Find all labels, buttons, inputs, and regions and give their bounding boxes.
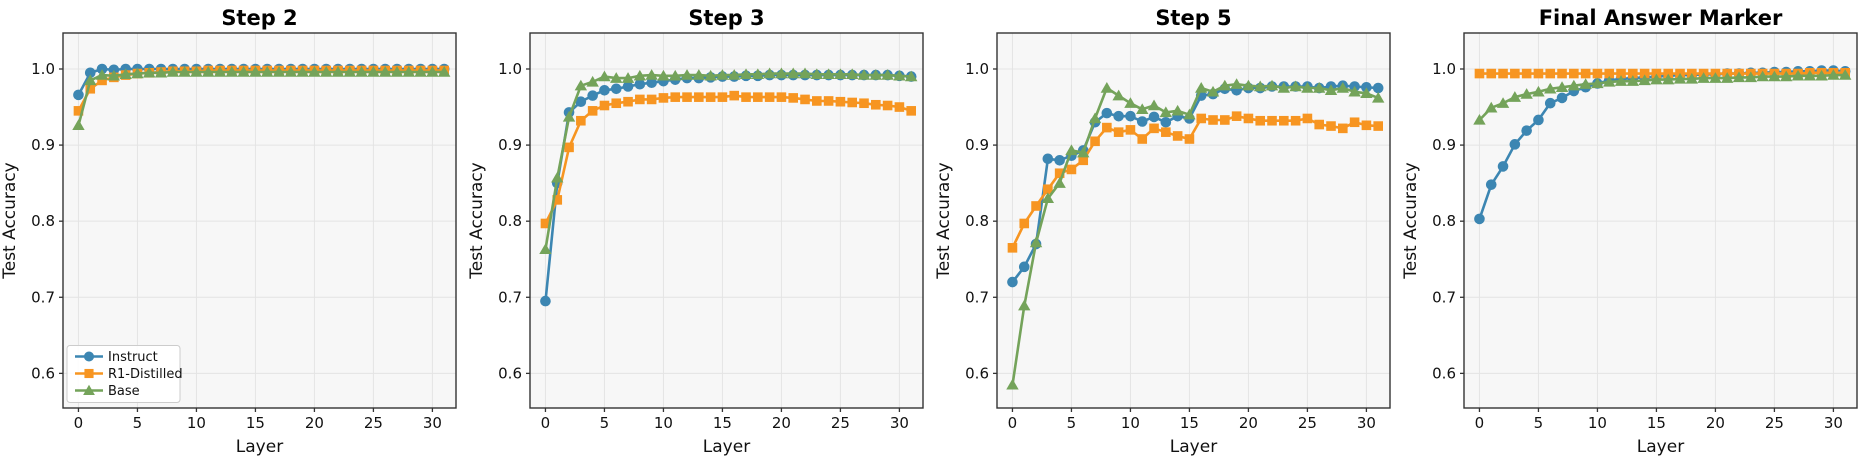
x-axis: 0 5 10 15 20 25 30 Layer [1008,408,1376,457]
svg-text:5: 5 [1534,414,1544,432]
legend: Instruct R1-Distilled Base [66,345,183,403]
svg-text:25: 25 [364,414,383,432]
svg-text:0.6: 0.6 [965,364,989,382]
svg-text:5: 5 [1067,414,1077,432]
y-axis: 0.6 0.7 0.8 0.9 1.0 Test Accuracy [0,60,63,382]
svg-text:0.6: 0.6 [1432,364,1456,382]
chart-step-3: 0 5 10 15 20 25 30 Layer 0.6 0.7 0.8 0.9 1.0 Test Acc… [467,6,924,457]
panel-final-answer-marker: 0 5 10 15 20 25 30 Layer 0.6 0.7 0.8 0.9 1.0 Test Acc… [1401,0,1868,463]
svg-text:0.8: 0.8 [1432,212,1456,230]
svg-text:0.9: 0.9 [498,136,522,154]
x-axis-label: Layer [1170,437,1217,457]
y-axis-label: Test Accuracy [934,162,954,280]
svg-text:1.0: 1.0 [498,60,522,78]
series-base [539,67,918,255]
axes-spines [1463,32,1858,409]
y-axis: 0.6 0.7 0.8 0.9 1.0 Test Accuracy [934,60,997,382]
series-r1-distilled [1007,111,1384,253]
series-base [1006,78,1385,390]
svg-text:15: 15 [1180,414,1199,432]
chart-step-2: 0 5 10 15 20 25 30 Layer 0.6 0.7 0.8 0.9 1.0 Test Acc… [0,6,457,457]
y-axis-label: Test Accuracy [1401,162,1421,280]
axes-spines [996,32,1391,409]
x-axis: 0 5 10 15 20 25 30 Layer [1475,408,1843,457]
svg-text:1.0: 1.0 [965,60,989,78]
svg-text:10: 10 [654,414,673,432]
y-axis: 0.6 0.7 0.8 0.9 1.0 Test Accuracy [467,60,530,382]
chart-title: Step 5 [1155,6,1231,30]
chart-title: Step 3 [688,6,764,30]
svg-text:15: 15 [1647,414,1666,432]
svg-text:0: 0 [1475,414,1485,432]
svg-text:25: 25 [831,414,850,432]
svg-text:0: 0 [74,414,84,432]
grid-lines [1464,33,1857,408]
svg-text:Base: Base [108,384,140,399]
axes-spines [62,32,457,409]
chart-title: Final Answer Marker [1539,6,1783,30]
svg-text:0.7: 0.7 [498,288,522,306]
svg-text:0.7: 0.7 [965,288,989,306]
svg-text:0.9: 0.9 [965,136,989,154]
grid-lines [997,33,1390,408]
svg-text:0.7: 0.7 [31,288,55,306]
svg-text:0: 0 [541,414,551,432]
series-base [1473,69,1852,125]
y-axis: 0.6 0.7 0.8 0.9 1.0 Test Accuracy [1401,60,1464,382]
svg-text:5: 5 [600,414,610,432]
svg-text:20: 20 [772,414,791,432]
chart-final-answer-marker: 0 5 10 15 20 25 30 Layer 0.6 0.7 0.8 0.9 1.0 Test Acc… [1401,6,1858,457]
y-axis-label: Test Accuracy [467,162,487,280]
svg-text:Instruct: Instruct [108,350,158,365]
svg-text:30: 30 [890,414,909,432]
svg-text:0.8: 0.8 [965,212,989,230]
panel-step-3: 0 5 10 15 20 25 30 Layer 0.6 0.7 0.8 0.9 1.0 Test Acc… [467,0,934,463]
series-base [72,66,451,131]
svg-text:0.8: 0.8 [31,212,55,230]
svg-text:30: 30 [423,414,442,432]
svg-text:10: 10 [187,414,206,432]
svg-text:20: 20 [1239,414,1258,432]
plot-background [997,33,1390,408]
svg-text:R1-Distilled: R1-Distilled [108,367,183,382]
plot-background [1464,33,1857,408]
svg-text:1.0: 1.0 [31,60,55,78]
y-axis-label: Test Accuracy [0,162,20,280]
svg-text:0.6: 0.6 [498,364,522,382]
plot-background [530,33,923,408]
svg-text:10: 10 [1588,414,1607,432]
svg-text:0.8: 0.8 [498,212,522,230]
svg-text:0.9: 0.9 [1432,136,1456,154]
x-axis-label: Layer [236,437,283,457]
axes-spines [529,32,924,409]
svg-text:20: 20 [305,414,324,432]
chart-title: Step 2 [221,6,297,30]
x-axis: 0 5 10 15 20 25 30 Layer [74,408,442,457]
svg-text:0.7: 0.7 [1432,288,1456,306]
series-r1-distilled [540,90,917,229]
svg-text:25: 25 [1765,414,1784,432]
svg-text:1.0: 1.0 [1432,60,1456,78]
svg-text:0.9: 0.9 [31,136,55,154]
svg-text:15: 15 [713,414,732,432]
panel-step-5: 0 5 10 15 20 25 30 Layer 0.6 0.7 0.8 0.9 1.0 Test Acc… [934,0,1401,463]
svg-text:10: 10 [1121,414,1140,432]
x-axis-label: Layer [703,437,750,457]
svg-text:20: 20 [1706,414,1725,432]
svg-text:0: 0 [1008,414,1018,432]
svg-text:0.6: 0.6 [31,364,55,382]
svg-text:5: 5 [133,414,143,432]
svg-text:30: 30 [1824,414,1843,432]
svg-text:30: 30 [1357,414,1376,432]
svg-text:15: 15 [246,414,265,432]
panel-step-2: 0 5 10 15 20 25 30 Layer 0.6 0.7 0.8 0.9 1.0 Test Acc… [0,0,467,463]
x-axis-label: Layer [1637,437,1684,457]
chart-step-5: 0 5 10 15 20 25 30 Layer 0.6 0.7 0.8 0.9 1.0 Test Acc… [934,6,1391,457]
x-axis: 0 5 10 15 20 25 30 Layer [541,408,909,457]
svg-text:25: 25 [1298,414,1317,432]
